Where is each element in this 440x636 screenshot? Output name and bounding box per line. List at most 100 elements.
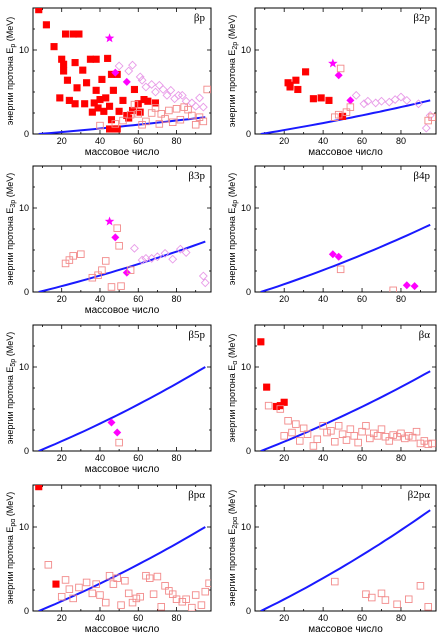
y-axis-label: энергии протона Epα (MeV) (5, 492, 17, 605)
data-point (303, 430, 312, 438)
data-point (170, 94, 180, 104)
data-point (292, 76, 300, 84)
data-point (104, 33, 115, 43)
data-point (134, 110, 143, 118)
data-point (346, 96, 355, 105)
x-tick-label: 20 (57, 294, 67, 304)
panel-title: βpα (188, 489, 205, 501)
x-tick-label: 20 (57, 453, 67, 463)
data-point (401, 434, 409, 443)
data-point (338, 430, 347, 438)
plot-area (260, 509, 432, 611)
data-point (75, 30, 83, 38)
data-point (151, 104, 160, 112)
data-point (350, 432, 359, 440)
data-point (199, 117, 208, 126)
data-point (168, 118, 177, 126)
data-point (177, 90, 187, 100)
data-point (35, 485, 43, 491)
data-point (366, 434, 374, 443)
data-point (61, 30, 70, 38)
x-tick-label: 40 (318, 453, 328, 463)
data-point (405, 432, 413, 440)
data-point (363, 96, 373, 106)
data-point (117, 282, 125, 290)
data-point (104, 216, 115, 226)
data-point (334, 71, 343, 80)
data-point (381, 596, 390, 604)
panel-title: β2pα (408, 489, 431, 501)
data-point (113, 428, 122, 437)
data-point (408, 433, 417, 442)
plot-frame (32, 165, 212, 293)
data-point (264, 401, 273, 410)
data-point (52, 580, 60, 588)
data-point (342, 436, 351, 444)
x-tick-label: 60 (133, 294, 143, 304)
data-point (195, 93, 204, 103)
plot-area (35, 485, 211, 611)
data-point (100, 107, 108, 115)
x-axis-label: массовое число (85, 147, 160, 158)
data-point (161, 115, 169, 123)
data-point (137, 255, 147, 265)
data-point (149, 590, 158, 598)
data-point (98, 75, 106, 83)
x-axis-label: массовое число (85, 624, 160, 635)
y-tick-label: 10 (241, 45, 251, 55)
data-point (369, 429, 378, 438)
data-point (75, 583, 83, 592)
data-point (168, 590, 177, 598)
plot-area (35, 8, 211, 134)
y-tick-label: 10 (19, 45, 29, 55)
data-point (44, 561, 53, 569)
data-point (362, 422, 370, 430)
data-point (184, 105, 192, 114)
data-point (122, 77, 131, 86)
data-point (94, 271, 102, 279)
data-point (412, 427, 421, 436)
y-axis-label: энергии протона E2p (MeV) (227, 15, 239, 127)
data-point (160, 248, 170, 258)
data-point (147, 109, 156, 117)
data-point (342, 108, 351, 116)
x-tick-label: 20 (279, 294, 289, 304)
x-tick-label: 60 (357, 453, 367, 463)
data-point (313, 435, 322, 443)
y-tick-label: 10 (19, 522, 29, 532)
x-tick-label: 60 (357, 613, 367, 623)
plot-area (257, 338, 436, 451)
data-point (92, 86, 100, 94)
threshold-curve (260, 223, 431, 292)
y-tick-label: 10 (241, 522, 251, 532)
data-point (113, 224, 121, 232)
y-tick-label: 0 (246, 129, 251, 139)
panel-title: β2p (413, 12, 430, 24)
data-point (88, 589, 97, 598)
y-tick-label: 0 (246, 606, 251, 616)
x-tick-label: 80 (172, 294, 182, 304)
data-point (101, 598, 110, 607)
data-point (393, 600, 401, 609)
data-point (142, 117, 150, 126)
data-point (188, 111, 196, 120)
data-point (107, 283, 116, 291)
data-point (119, 116, 127, 125)
data-point (328, 58, 338, 68)
data-point (336, 265, 345, 274)
data-point (83, 79, 91, 87)
threshold-curve (38, 116, 206, 134)
data-point (359, 99, 369, 109)
data-point (42, 21, 50, 29)
data-point (117, 601, 125, 609)
data-point (134, 100, 142, 108)
data-point (69, 594, 77, 603)
x-tick-label: 80 (396, 294, 406, 304)
x-tick-label: 40 (318, 294, 328, 304)
data-point (288, 428, 296, 437)
data-point (130, 100, 139, 109)
data-point (390, 95, 400, 104)
